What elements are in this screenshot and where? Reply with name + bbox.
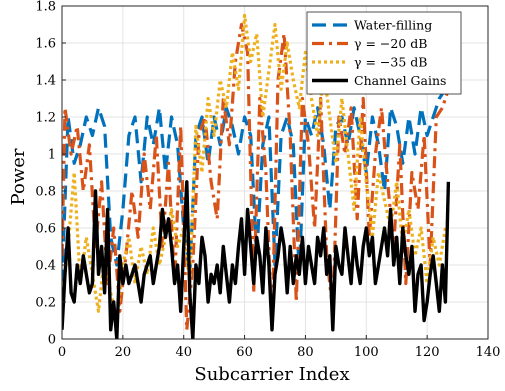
legend: Water-filling γ = −20 dB γ = −35 dB Channel… [306, 11, 462, 95]
y-tick-label: 1.2 [35, 111, 56, 126]
legend-label-3: γ = −35 dB [354, 55, 427, 70]
y-tick-label: 1 [48, 148, 56, 163]
axes-box [61, 5, 489, 340]
y-tick-label: 0.2 [35, 296, 56, 311]
legend-label-2: γ = −20 dB [354, 36, 427, 51]
legend-label-1: Water-filling [354, 18, 432, 33]
series-line-4 [62, 180, 451, 339]
x-tick-label: 0 [58, 345, 66, 360]
series-group [62, 13, 451, 339]
y-tick-label: 1.8 [35, 0, 56, 15]
x-tick-label: 80 [297, 345, 314, 360]
axes [61, 5, 489, 340]
x-tick-label: 100 [354, 345, 379, 360]
x-tick-label: 120 [415, 345, 440, 360]
legend-label-4: Channel Gains [354, 73, 446, 88]
y-tick-label: 0.6 [35, 222, 56, 237]
series-line-3 [62, 13, 447, 323]
x-tick-label: 20 [115, 345, 132, 360]
series-line-1 [62, 88, 447, 284]
y-tick-label: 0 [48, 333, 56, 348]
y-tick-label: 0.8 [35, 185, 56, 200]
y-axis-title: Power [8, 148, 29, 205]
x-tick-label: 140 [476, 345, 501, 360]
x-tick-label: 40 [175, 345, 192, 360]
x-tick-label: 60 [236, 345, 253, 360]
y-tick-label: 0.4 [35, 259, 56, 274]
tick-labels: 0 20 40 60 80 100 120 140 0 0.2 0.4 0.6 0.8 1 1.2 1.4 1.… [35, 0, 500, 360]
y-tick-label: 1.4 [35, 74, 56, 89]
x-axis-title: Subcarrier Index [194, 364, 349, 385]
y-tick-label: 1.6 [35, 37, 56, 52]
